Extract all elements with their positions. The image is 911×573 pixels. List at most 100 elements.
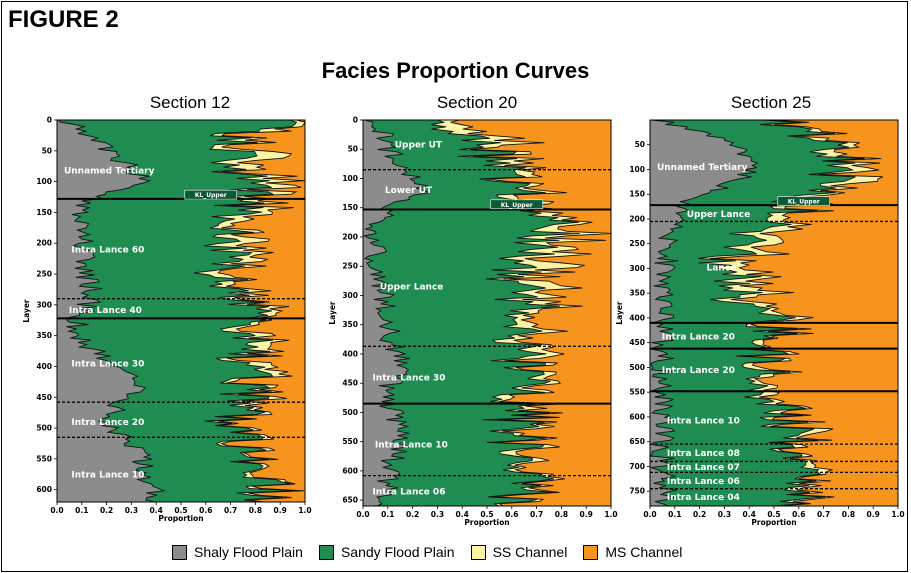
y-tick-label: 250	[342, 262, 358, 271]
y-tick-label: 250	[36, 270, 52, 279]
legend-label-ss: SS Channel	[492, 544, 568, 560]
section-title: Section 12	[150, 93, 230, 112]
x-tick-label: 0.7	[224, 506, 237, 515]
x-tick-label: 0.2	[100, 506, 113, 515]
x-tick-label: 0.3	[431, 510, 444, 519]
unit-label: Upper Lance	[687, 210, 751, 220]
y-tick-label: 400	[629, 313, 645, 322]
y-tick-label: 100	[342, 174, 358, 183]
proportion-curve-3	[450, 119, 612, 507]
y-tick-label: 300	[629, 264, 645, 273]
y-tick-label: 650	[342, 496, 358, 505]
y-tick-label: 200	[629, 214, 645, 223]
legend-label-shaly: Shaly Flood Plain	[194, 544, 303, 560]
y-tick-label: 200	[342, 232, 358, 241]
unit-label: Intra Lance 20	[71, 418, 144, 428]
unit-label: Intra Lance 04	[667, 493, 740, 503]
unit-label: Intra Lance 10	[667, 416, 740, 426]
x-tick-label: 0.4	[150, 506, 163, 515]
y-tick-label: 550	[629, 388, 645, 397]
y-axis-label: Layer	[328, 301, 337, 325]
y-tick-label: 150	[36, 208, 52, 217]
y-tick-label: 500	[36, 424, 52, 433]
y-tick-label: 300	[342, 291, 358, 300]
y-tick-label: 350	[36, 331, 52, 340]
x-axis-label: Proportion	[751, 518, 796, 527]
unit-label: Unnamed Tertiary	[657, 163, 748, 173]
y-axis-label: Layer	[22, 299, 31, 323]
y-tick-label: 0	[353, 116, 358, 125]
y-tick-label: 250	[629, 239, 645, 248]
unit-label: Intra Lance 10	[71, 470, 144, 480]
legend-item-ss: SS Channel	[470, 544, 568, 560]
legend-item-ms: MS Channel	[583, 544, 682, 560]
x-tick-label: 0.5	[480, 510, 493, 519]
unit-label: Intra Lance 30	[71, 359, 144, 369]
proportion-curve-1	[362, 119, 432, 507]
x-tick-label: 0.3	[718, 510, 731, 519]
shaly-flood-plain-area	[57, 120, 164, 502]
x-tick-label: 0.0	[50, 506, 63, 515]
x-tick-label: 0.7	[530, 510, 543, 519]
kl-upper-marker	[777, 196, 831, 206]
kl-upper-label: KL_Upper	[501, 202, 533, 209]
x-tick-label: 0.3	[125, 506, 138, 515]
y-tick-label: 50	[42, 146, 52, 155]
shaly-flood-plain-area	[650, 120, 758, 506]
x-tick-label: 0.5	[767, 510, 780, 519]
sandy-flood-plain-area	[363, 120, 580, 506]
kl-upper-marker	[184, 189, 238, 200]
kl-upper-label: KL_Upper	[788, 199, 820, 206]
legend-label-ms: MS Channel	[605, 544, 683, 560]
unit-label: Upper Lance	[380, 283, 444, 293]
x-tick-label: 0.8	[555, 510, 568, 519]
section-title: Section 20	[437, 93, 517, 112]
proportion-curve-3	[710, 119, 884, 507]
y-tick-label: 450	[36, 393, 52, 402]
section-title: Section 25	[731, 93, 811, 112]
y-tick-label: 600	[342, 466, 358, 475]
x-tick-label: 0.6	[505, 510, 518, 519]
x-tick-label: 0.2	[406, 510, 419, 519]
panel-2: Section 20 KL_Upper Upper UT Lower UT Upper …	[328, 93, 618, 527]
shaly-flood-plain-area	[363, 120, 430, 506]
y-tick-label: 100	[36, 177, 52, 186]
x-tick-label: 1.0	[298, 506, 311, 515]
y-tick-label: 500	[629, 363, 645, 372]
x-tick-label: 0.4	[456, 510, 469, 519]
x-tick-label: 0.6	[199, 506, 212, 515]
kl-upper-label: KL_Upper	[195, 192, 227, 199]
unit-label: Upper UT	[395, 141, 443, 151]
proportion-curve-1	[58, 119, 166, 503]
legend-swatch-sandy	[318, 544, 334, 560]
unit-label: Unnamed Tertiary	[64, 167, 155, 177]
y-axis-label: Layer	[615, 301, 624, 325]
y-tick-label: 650	[629, 437, 645, 446]
y-tick-label: 350	[629, 289, 645, 298]
x-tick-label: 0.8	[249, 506, 262, 515]
legend-label-sandy: Sandy Flood Plain	[340, 544, 455, 560]
unit-label: Intra Lance 10	[375, 441, 448, 451]
proportion-curve-3	[217, 119, 306, 503]
unit-label: Lance	[707, 263, 737, 273]
x-tick-label: 0.9	[580, 510, 593, 519]
unit-label: Lower UT	[385, 186, 433, 196]
legend-swatch-ms	[583, 544, 599, 560]
x-tick-label: 0.0	[356, 510, 369, 519]
x-tick-label: 0.8	[842, 510, 855, 519]
unit-label: Intra Lance 06	[667, 477, 740, 487]
x-axis-label: Proportion	[464, 518, 509, 527]
unit-label: Intra Lance 20	[662, 332, 735, 342]
x-tick-label: 0.1	[75, 506, 88, 515]
x-tick-label: 0.1	[668, 510, 681, 519]
y-tick-label: 0	[47, 116, 52, 125]
kl-upper-marker	[490, 199, 544, 210]
legend-swatch-ss	[470, 544, 486, 560]
x-axis-label: Proportion	[158, 514, 203, 523]
x-tick-label: 0.9	[867, 510, 880, 519]
proportion-curve-2	[193, 119, 298, 503]
sandy-flood-plain-area	[650, 120, 865, 506]
y-tick-label: 550	[36, 454, 52, 463]
y-tick-label: 450	[629, 338, 645, 347]
